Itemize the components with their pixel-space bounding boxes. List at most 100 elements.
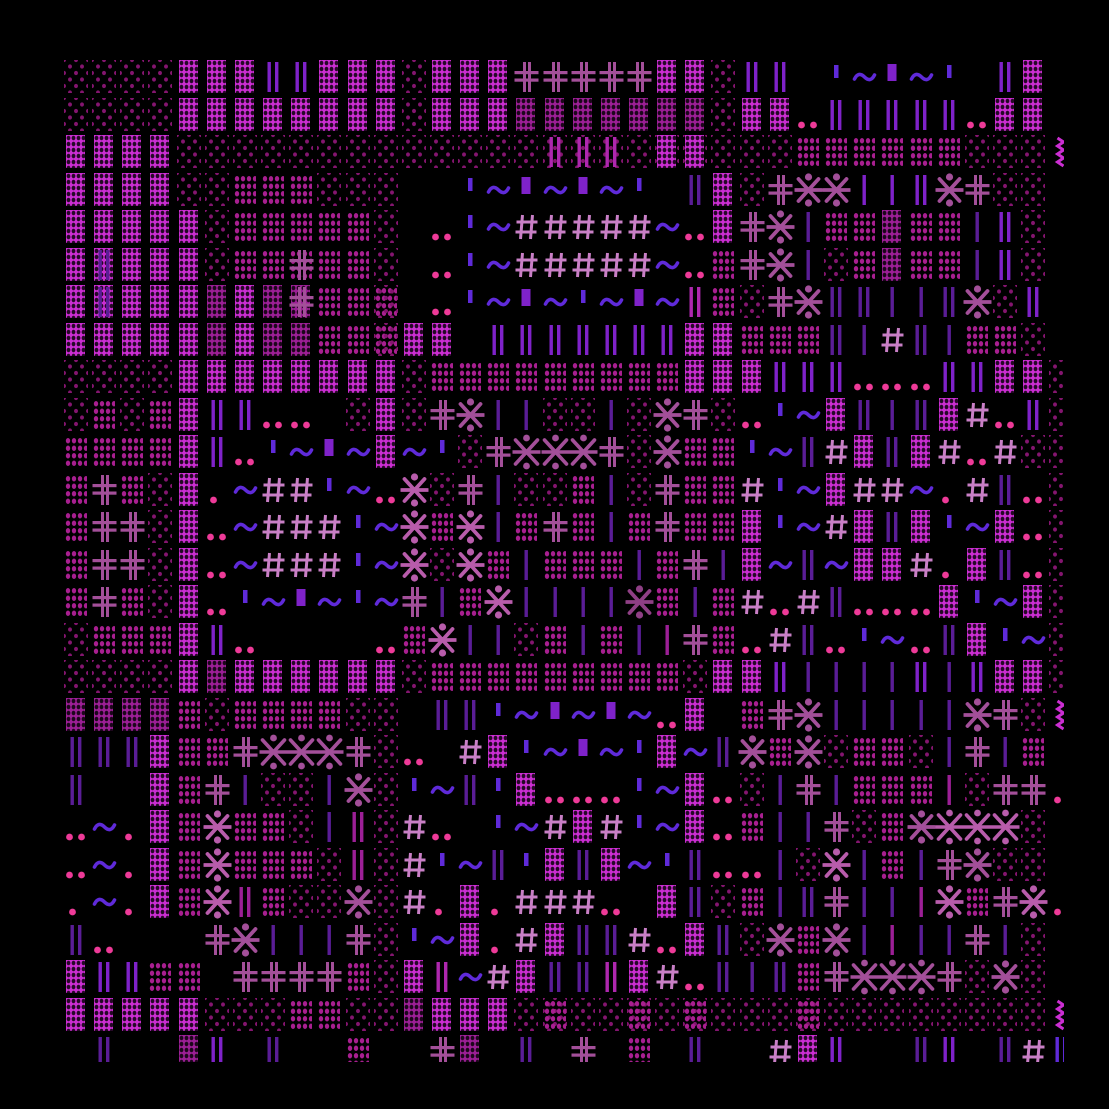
glyph-dot2-icon [203,508,232,546]
texture-sparse [458,135,483,168]
glyph-dbar-icon [344,846,373,884]
glyph-tilde-icon [541,733,570,771]
glyph-tilde-icon [597,283,626,321]
glyph-dbar-icon [709,733,738,771]
glyph-sbar-icon [484,396,513,434]
texture-sparse [627,397,651,431]
texture-mid [599,362,622,392]
texture-mid [712,249,735,280]
texture-mid [965,887,988,917]
glyph-hash-icon [850,471,879,509]
texture-mid [909,212,932,242]
glyph-tilde-icon [484,208,513,246]
glyph-star-icon [935,883,964,921]
glyph-dot2-icon [991,396,1020,434]
texture-mid [853,137,876,167]
glyph-dbar-icon [428,696,457,734]
texture-sparse [711,135,736,168]
texture-sparse [852,810,877,843]
texture-mid [346,287,369,317]
texture-dense [206,360,226,393]
texture-sparse [1021,697,1046,731]
texture-sparse [204,135,229,168]
glyph-sbar-icon [935,696,964,734]
texture-mid [93,399,116,430]
glyph-tilde-icon [653,246,682,284]
texture-dense [178,285,198,318]
texture-sparse [1021,172,1046,206]
glyph-tilde-icon [794,508,823,546]
texture-mid [853,249,876,280]
texture-dense [234,60,254,93]
glyph-sbar-icon [597,396,626,434]
glyph-cross-icon [766,171,795,209]
glyph-dbar-icon [766,958,795,996]
texture-sparse [373,322,398,356]
glyph-tilde-icon [456,846,485,884]
glyph-sbar-icon [738,958,767,996]
glyph-sbar-icon [907,883,936,921]
texture-mid [712,437,735,467]
glyph-dbar-icon [681,846,710,884]
glyph-dbar-icon [822,283,851,321]
texture-mid [318,287,341,317]
glyph-dbar-icon [62,733,91,771]
glyph-dbar-icon [794,621,823,659]
texture-sparse [289,885,314,918]
texture-dense [66,172,85,206]
texture-mid [684,474,707,505]
texture-dense [994,660,1014,693]
texture-sparse [120,360,145,393]
glyph-hash-icon [935,433,964,471]
glyph-dbar-icon [963,658,992,696]
texture-mid [262,849,285,880]
texture-mid [487,662,510,692]
texture-dense [178,472,198,506]
texture-sparse [120,97,145,131]
glyph-tick-icon [625,771,654,809]
glyph-tick-icon [344,508,373,546]
glyph-cross-icon [287,958,316,996]
texture-sparse [739,922,764,956]
glyph-cross-icon [653,471,682,509]
glyph-cross-icon [203,921,232,959]
texture-sparse [739,772,764,806]
glyph-dot2-icon [738,846,767,884]
texture-dense [685,697,705,731]
glyph-hash-icon [315,546,344,584]
texture-dense [460,1035,480,1068]
glyph-dbar-icon [597,921,626,959]
glyph-dot1-icon [428,883,457,921]
texture-mid [177,774,200,805]
texture-dense [685,97,705,131]
glyph-sbar-icon [287,921,316,959]
glyph-sbar-icon [991,921,1020,959]
texture-sparse [373,735,398,768]
glyph-star-icon [203,883,232,921]
glyph-cross-icon [991,771,1020,809]
glyph-cross-icon [344,733,373,771]
texture-sparse [739,997,764,1031]
texture-mid [290,699,313,730]
texture-sparse [964,772,989,806]
texture-mid [262,699,285,730]
texture-sparse [598,997,623,1031]
glyph-dbar-icon [991,471,1020,509]
texture-mid [177,849,200,880]
glyph-star-icon [907,808,936,846]
glyph-hash-icon [597,808,626,846]
texture-dense [741,510,761,543]
glyph-dbar-icon [935,96,964,134]
texture-sparse [232,997,257,1031]
glyph-tilde-icon [907,471,936,509]
glyph-dbar-icon [878,96,907,134]
texture-mid [571,662,594,692]
glyph-sbar-icon [878,396,907,434]
texture-dense [431,322,451,356]
glyph-sbar-icon [794,658,823,696]
glyph-star-icon [1019,883,1048,921]
texture-dense [122,322,142,356]
texture-mid [881,137,904,167]
glyph-dbar-icon [62,921,91,959]
